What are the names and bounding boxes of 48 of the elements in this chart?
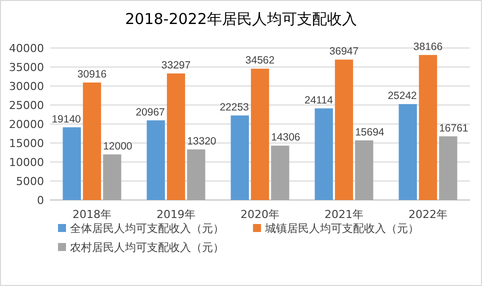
x-tick-label: 2021年	[324, 208, 364, 221]
data-label: 19140	[52, 113, 82, 126]
y-tick-label: 20000	[9, 118, 44, 131]
legend-label: 全体居民人均可支配收入（元）	[70, 222, 224, 235]
y-tick-label: 30000	[9, 80, 44, 93]
y-tick-label: 40000	[9, 42, 44, 55]
bar	[418, 54, 438, 200]
bar	[146, 120, 165, 200]
bar	[439, 136, 458, 200]
data-label: 30916	[77, 68, 107, 81]
y-tick-label: 5000	[16, 175, 44, 188]
chart-title: 2018-2022年居民人均可支配收入	[125, 10, 357, 28]
data-label: 25242	[388, 90, 418, 102]
y-tick-label: 35000	[9, 61, 44, 74]
bar	[314, 108, 333, 200]
data-label: 33297	[161, 59, 191, 72]
data-label: 15694	[355, 126, 384, 138]
y-tick-label: 10000	[9, 156, 44, 169]
y-tick-label: 0	[37, 194, 44, 207]
bar	[334, 60, 354, 200]
bar	[166, 73, 186, 200]
legend-label: 城镇居民人均可支配收入（元）	[264, 222, 419, 235]
data-label: 12000	[103, 140, 132, 152]
x-tick-label: 2019年	[156, 208, 196, 221]
bar	[62, 127, 81, 200]
data-label: 14306	[271, 132, 300, 144]
data-label: 34562	[245, 54, 275, 67]
data-label: 36947	[329, 46, 359, 58]
bar	[82, 82, 102, 200]
bar	[103, 154, 122, 200]
bar	[187, 149, 206, 200]
bar	[398, 104, 417, 200]
legend-label: 农村居民人均可支配收入（元）	[70, 241, 224, 254]
bar	[230, 115, 249, 200]
bar	[250, 68, 270, 200]
data-label: 13320	[187, 135, 216, 148]
y-tick-label: 15000	[9, 137, 44, 150]
data-label: 20967	[136, 106, 166, 118]
bar	[271, 146, 290, 200]
x-tick-label: 2018年	[72, 208, 112, 221]
x-tick-label: 2022年	[408, 208, 448, 221]
data-label: 38166	[413, 40, 443, 53]
data-label: 24114	[304, 94, 334, 106]
bar	[355, 140, 374, 200]
data-label: 22253	[220, 101, 250, 114]
data-label: 16761	[439, 122, 468, 134]
y-tick-label: 25000	[9, 99, 44, 112]
x-tick-label: 2020年	[240, 208, 280, 221]
